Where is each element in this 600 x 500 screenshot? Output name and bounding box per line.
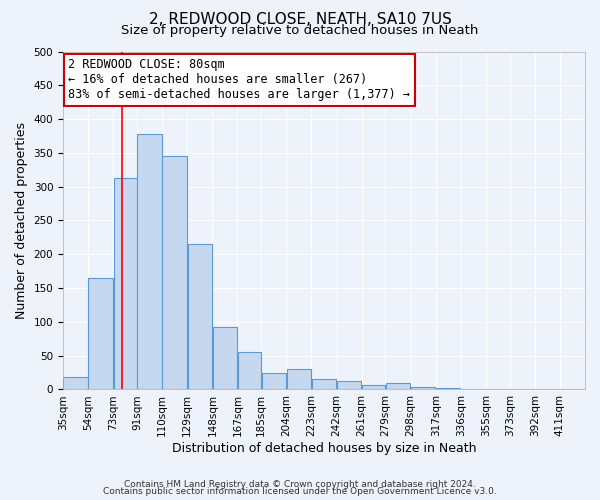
Bar: [64, 378, 88, 390]
Bar: [411, 388, 436, 390]
Bar: [262, 372, 286, 390]
Text: 2 REDWOOD CLOSE: 80sqm
← 16% of detached houses are smaller (267)
83% of semi-de: 2 REDWOOD CLOSE: 80sqm ← 16% of detached…: [68, 58, 410, 102]
Bar: [436, 388, 460, 390]
Text: Size of property relative to detached houses in Neath: Size of property relative to detached ho…: [121, 24, 479, 37]
X-axis label: Distribution of detached houses by size in Neath: Distribution of detached houses by size …: [172, 442, 476, 455]
Bar: [88, 278, 113, 390]
Bar: [386, 382, 410, 390]
Bar: [238, 352, 261, 390]
Bar: [560, 389, 584, 390]
Text: Contains public sector information licensed under the Open Government Licence v3: Contains public sector information licen…: [103, 487, 497, 496]
Bar: [113, 178, 137, 390]
Bar: [362, 384, 385, 390]
Bar: [287, 369, 311, 390]
Bar: [188, 244, 212, 390]
Text: 2, REDWOOD CLOSE, NEATH, SA10 7US: 2, REDWOOD CLOSE, NEATH, SA10 7US: [149, 12, 451, 28]
Bar: [461, 389, 485, 390]
Bar: [337, 380, 361, 390]
Bar: [137, 134, 162, 390]
Bar: [510, 389, 535, 390]
Bar: [212, 326, 237, 390]
Y-axis label: Number of detached properties: Number of detached properties: [15, 122, 28, 319]
Bar: [312, 380, 336, 390]
Bar: [163, 156, 187, 390]
Text: Contains HM Land Registry data © Crown copyright and database right 2024.: Contains HM Land Registry data © Crown c…: [124, 480, 476, 489]
